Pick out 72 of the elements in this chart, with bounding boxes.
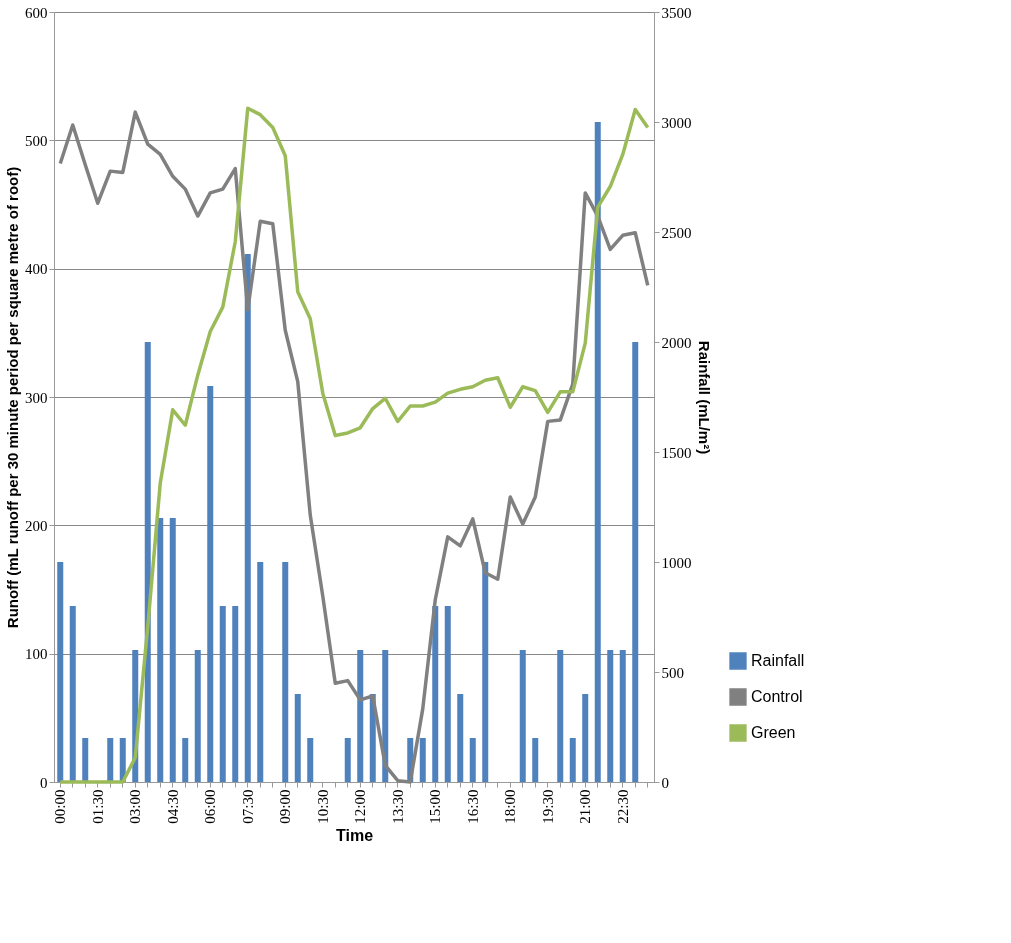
bar <box>119 738 126 782</box>
y-tick-label: 100 <box>25 646 48 663</box>
y-tick-label: 400 <box>25 261 48 278</box>
bar <box>307 738 314 782</box>
x-tick-label: 21:00 <box>577 789 594 824</box>
bar <box>294 694 301 782</box>
bar <box>619 650 626 782</box>
bar <box>232 606 239 782</box>
bar <box>594 122 601 782</box>
bar <box>582 694 589 782</box>
x-tick-label: 18:00 <box>502 789 519 824</box>
x-tick-label: 15:00 <box>427 789 444 824</box>
bar <box>194 650 201 782</box>
bar <box>432 606 439 782</box>
bar <box>182 738 189 782</box>
x-tick-label: 19:30 <box>539 789 556 824</box>
bar <box>82 738 89 782</box>
bar <box>419 738 426 782</box>
x-tick-label: 06:00 <box>202 789 219 824</box>
x-axis-title: Time <box>335 826 374 844</box>
y2-tick-label: 1500 <box>661 444 692 461</box>
legend-label: Green <box>751 724 796 741</box>
x-tick-label: 10:30 <box>314 789 331 824</box>
x-tick-label: 22:30 <box>614 789 631 824</box>
bar <box>169 518 176 782</box>
bar <box>557 650 564 782</box>
bar <box>69 606 76 782</box>
bar <box>482 562 489 782</box>
y-tick-label: 500 <box>25 132 48 149</box>
y2-tick-label: 2000 <box>661 334 692 351</box>
bar <box>569 738 576 782</box>
x-tick-label: 12:00 <box>352 789 369 824</box>
y-tick-label: 0 <box>40 774 48 791</box>
y2-axis-title: Rainfall (mL/m²) <box>695 340 713 455</box>
y2-tick-label: 2500 <box>661 224 692 241</box>
bar <box>107 738 114 782</box>
x-tick-label: 04:30 <box>164 789 181 824</box>
bar <box>519 650 526 782</box>
y-tick-label: 200 <box>25 517 48 534</box>
y-axis-title: Runoff (mL runoff per 30 minute period per square metre of roof) <box>4 166 21 629</box>
bar <box>257 562 264 782</box>
bar <box>57 562 64 782</box>
x-tick-label: 13:30 <box>389 789 406 824</box>
y2-tick-label: 3000 <box>661 114 692 131</box>
y2-tick-label: 1000 <box>661 554 692 571</box>
x-tick-label: 16:30 <box>464 789 481 824</box>
bar <box>344 738 351 782</box>
bar <box>357 650 364 782</box>
bar <box>282 562 289 782</box>
bar <box>632 342 639 782</box>
bar <box>144 342 151 782</box>
y-tick-label: 600 <box>25 4 48 21</box>
bar <box>607 650 614 782</box>
bar <box>469 738 476 782</box>
bar <box>457 694 464 782</box>
legend-label: Rainfall <box>751 652 805 669</box>
bar <box>532 738 539 782</box>
x-tick-label: 01:30 <box>89 789 106 824</box>
bar <box>207 386 214 782</box>
bar <box>219 606 226 782</box>
y2-tick-label: 3500 <box>661 4 692 21</box>
y2-tick-label: 500 <box>661 664 684 681</box>
legend-label: Control <box>751 688 803 705</box>
x-tick-label: 07:30 <box>239 789 256 824</box>
x-tick-label: 09:00 <box>277 789 294 824</box>
bar <box>444 606 451 782</box>
bar <box>244 254 251 782</box>
x-tick-label: 03:00 <box>127 789 144 824</box>
x-tick-label: 00:00 <box>52 789 69 824</box>
y-tick-label: 300 <box>25 389 48 406</box>
bar <box>157 518 164 782</box>
y2-tick-label: 0 <box>661 774 669 791</box>
